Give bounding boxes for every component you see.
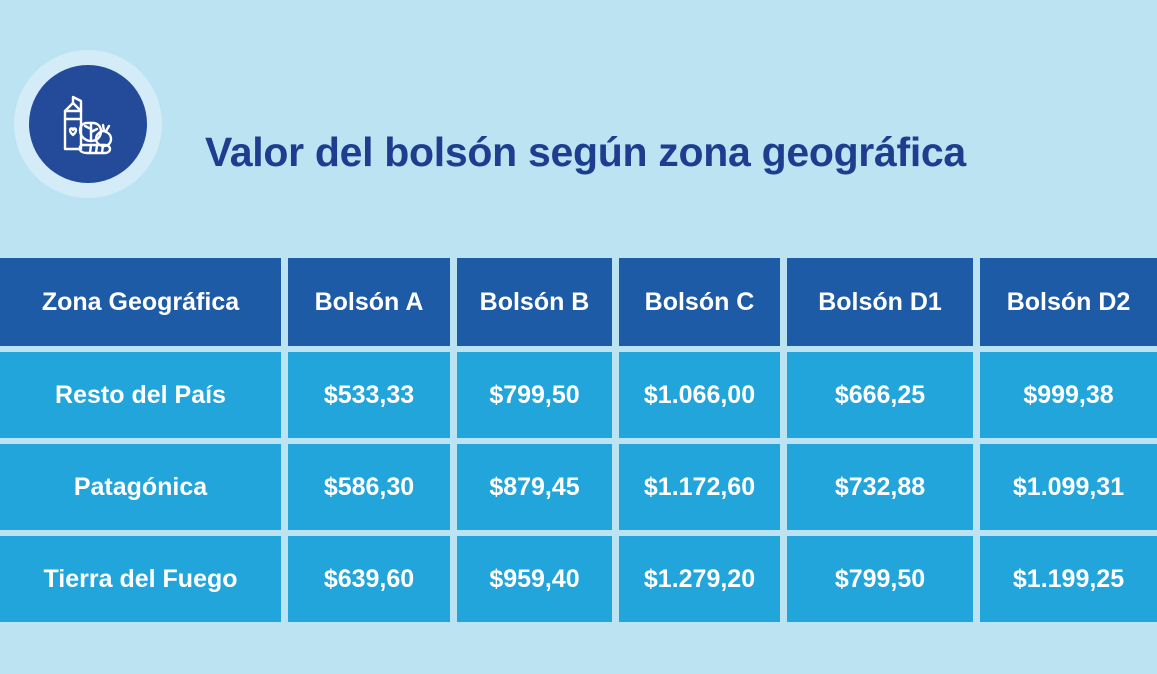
cell-bolson-d1: $666,25 [787, 352, 973, 438]
cell-bolson-c: $1.172,60 [619, 444, 780, 530]
price-table: Zona Geográfica Bolsón A Bolsón B Bolsón… [0, 258, 1157, 622]
cell-bolson-d1: $732,88 [787, 444, 973, 530]
cell-bolson-d2: $999,38 [980, 352, 1157, 438]
table-row: Resto del País $533,33 $799,50 $1.066,00… [0, 352, 1157, 438]
cell-bolson-b: $879,45 [457, 444, 612, 530]
cell-zona: Resto del País [0, 352, 281, 438]
column-header-bolson-b: Bolsón B [457, 258, 612, 346]
page-title: Valor del bolsón según zona geográfica [205, 129, 966, 175]
cell-zona: Patagónica [0, 444, 281, 530]
column-header-bolson-d2: Bolsón D2 [980, 258, 1157, 346]
column-header-bolson-d1: Bolsón D1 [787, 258, 973, 346]
cell-bolson-d2: $1.199,25 [980, 536, 1157, 622]
cell-bolson-b: $799,50 [457, 352, 612, 438]
column-header-bolson-c: Bolsón C [619, 258, 780, 346]
cell-bolson-d1: $799,50 [787, 536, 973, 622]
cell-bolson-a: $533,33 [288, 352, 450, 438]
page-header: Valor del bolsón según zona geográfica [0, 0, 1157, 248]
cell-bolson-c: $1.066,00 [619, 352, 780, 438]
column-header-zona: Zona Geográfica [0, 258, 281, 346]
cell-bolson-b: $959,40 [457, 536, 612, 622]
column-header-bolson-a: Bolsón A [288, 258, 450, 346]
table-row: Tierra del Fuego $639,60 $959,40 $1.279,… [0, 536, 1157, 622]
table-row: Patagónica $586,30 $879,45 $1.172,60 $73… [0, 444, 1157, 530]
milk-carton-groceries-icon [29, 65, 147, 183]
logo-badge [14, 50, 162, 198]
cell-zona: Tierra del Fuego [0, 536, 281, 622]
cell-bolson-a: $639,60 [288, 536, 450, 622]
cell-bolson-c: $1.279,20 [619, 536, 780, 622]
cell-bolson-a: $586,30 [288, 444, 450, 530]
table-header-row: Zona Geográfica Bolsón A Bolsón B Bolsón… [0, 258, 1157, 346]
cell-bolson-d2: $1.099,31 [980, 444, 1157, 530]
